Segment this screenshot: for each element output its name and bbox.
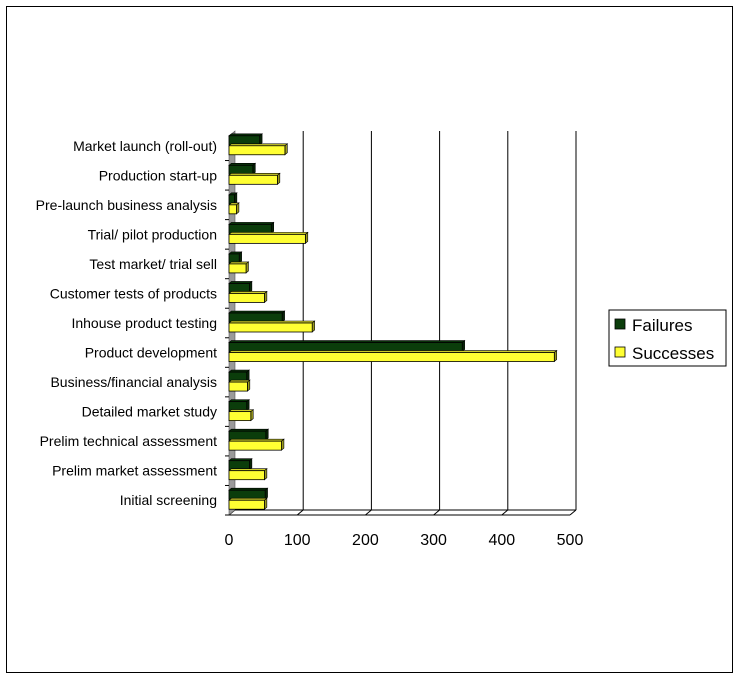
bar-successes (228, 202, 240, 215)
category-label: Pre-launch business analysis (36, 197, 217, 213)
x-tick-label: 0 (225, 532, 234, 549)
legend-box (608, 309, 727, 367)
legend: Failures Successes (608, 309, 727, 367)
x-tick-label: 100 (284, 532, 311, 549)
bar-successes (228, 379, 251, 392)
category-label: Inhouse product testing (71, 315, 217, 331)
bar-failures (228, 251, 243, 264)
legend-swatch-successes (614, 346, 626, 358)
bar-failures (228, 398, 250, 412)
bar-failures (228, 162, 257, 175)
category-label: Prelim technical assessment (40, 433, 218, 449)
bar-failures (228, 369, 250, 382)
category-label: Test market/ trial sell (89, 256, 217, 272)
category-label: Initial screening (120, 492, 217, 508)
x-tick-mark (501, 509, 509, 516)
category-label: Business/financial analysis (50, 374, 217, 390)
legend-label-failures: Failures (632, 316, 692, 335)
bar-successes (228, 497, 268, 510)
bar-successes (228, 468, 268, 481)
category-label: Customer tests of products (50, 285, 217, 301)
bar-successes (228, 438, 285, 451)
x-tick-label: 400 (488, 532, 515, 549)
category-label: Production start-up (99, 167, 217, 183)
bar-successes (228, 408, 255, 422)
bar-layer (228, 133, 558, 510)
bar-failures (228, 458, 253, 471)
x-tick-mark (433, 509, 440, 516)
bar-failures (228, 428, 270, 441)
bar-failures (228, 221, 275, 235)
x-tick-label: 300 (420, 532, 447, 549)
x-tick-mark (569, 509, 577, 516)
bar-successes (228, 172, 281, 185)
bar-failures (228, 310, 286, 323)
label-layer: 0 100 200 300 400 500 Initial screening Prelim … (36, 138, 584, 549)
x-tick-mark (365, 509, 372, 516)
legend-swatch-failures (614, 318, 626, 330)
bar-failures (228, 133, 263, 146)
bar-failures (228, 339, 466, 353)
bar-successes (228, 143, 289, 156)
bar-successes (228, 290, 268, 304)
x-tick-label: 200 (352, 532, 379, 549)
bar-successes (228, 349, 558, 363)
legend-label-successes: Successes (632, 344, 714, 363)
category-label: Market launch (roll-out) (73, 138, 217, 154)
grid-layer (302, 131, 577, 510)
bar-failures (228, 280, 253, 294)
x-tick-mark (296, 509, 304, 516)
bar-successes (228, 231, 309, 245)
bar-successes (228, 320, 316, 333)
category-label: Product development (85, 345, 217, 361)
bar-failures (228, 192, 238, 205)
bar-failures (228, 487, 269, 500)
category-label: Prelim market assessment (52, 463, 217, 479)
x-tick-label: 500 (557, 532, 584, 549)
bar-successes (228, 261, 250, 274)
category-label: Trial/ pilot production (88, 226, 217, 242)
category-label: Detailed market study (82, 404, 217, 420)
